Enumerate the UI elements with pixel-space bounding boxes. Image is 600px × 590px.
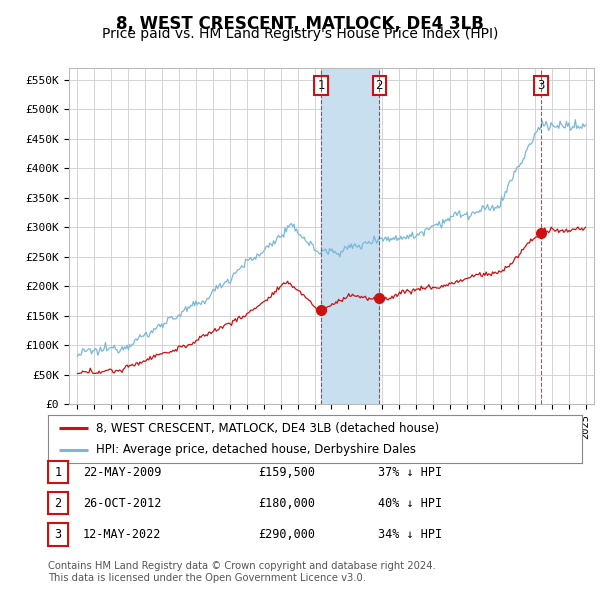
- Text: 3: 3: [538, 79, 545, 92]
- Text: 34% ↓ HPI: 34% ↓ HPI: [378, 528, 442, 541]
- Text: 2: 2: [55, 497, 61, 510]
- Text: 8, WEST CRESCENT, MATLOCK, DE4 3LB (detached house): 8, WEST CRESCENT, MATLOCK, DE4 3LB (deta…: [96, 422, 439, 435]
- Text: 3: 3: [55, 528, 61, 541]
- Text: 8, WEST CRESCENT, MATLOCK, DE4 3LB: 8, WEST CRESCENT, MATLOCK, DE4 3LB: [116, 15, 484, 33]
- Text: £180,000: £180,000: [258, 497, 315, 510]
- Text: 40% ↓ HPI: 40% ↓ HPI: [378, 497, 442, 510]
- Text: 22-MAY-2009: 22-MAY-2009: [83, 466, 161, 478]
- Text: £159,500: £159,500: [258, 466, 315, 478]
- Text: £290,000: £290,000: [258, 528, 315, 541]
- Text: 12-MAY-2022: 12-MAY-2022: [83, 528, 161, 541]
- Text: Contains HM Land Registry data © Crown copyright and database right 2024.
This d: Contains HM Land Registry data © Crown c…: [48, 561, 436, 583]
- Bar: [321, 68, 379, 404]
- Text: 2: 2: [376, 79, 383, 92]
- Text: Price paid vs. HM Land Registry's House Price Index (HPI): Price paid vs. HM Land Registry's House …: [102, 27, 498, 41]
- Text: HPI: Average price, detached house, Derbyshire Dales: HPI: Average price, detached house, Derb…: [96, 443, 416, 456]
- Text: 1: 1: [55, 466, 61, 478]
- Text: 26-OCT-2012: 26-OCT-2012: [83, 497, 161, 510]
- Text: 1: 1: [317, 79, 325, 92]
- Text: 37% ↓ HPI: 37% ↓ HPI: [378, 466, 442, 478]
